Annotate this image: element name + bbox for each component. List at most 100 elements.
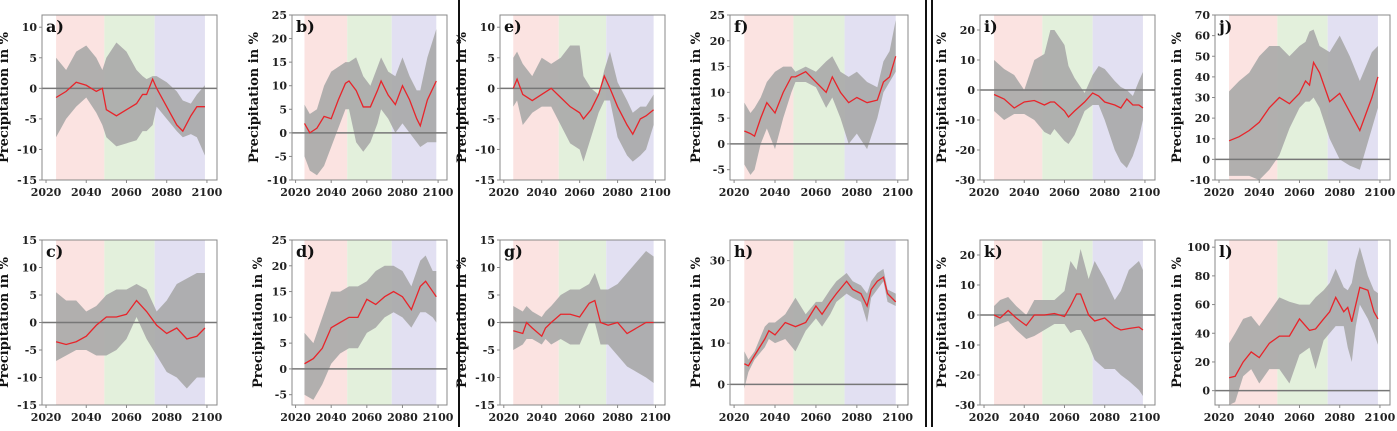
mean-line <box>1228 60 1379 142</box>
group-divider-2b <box>931 0 933 427</box>
y-tick-label: 10 <box>1195 133 1211 146</box>
y-tick-label: 30 <box>1195 92 1211 105</box>
y-tick-label: 100 <box>1187 241 1210 254</box>
x-tick-label: 2100 <box>1130 186 1161 199</box>
x-tick-label: 2060 <box>1284 186 1315 199</box>
x-tick-label: 2060 <box>111 411 142 424</box>
plot-frame <box>1214 239 1391 406</box>
x-tick-label: 2060 <box>801 186 832 199</box>
x-tick-label: 2060 <box>352 411 383 424</box>
x-tick-label: 2040 <box>1009 411 1040 424</box>
y-tick-label: 25 <box>710 9 725 22</box>
panel-label: k) <box>984 242 1003 261</box>
x-tick-label: 2040 <box>316 411 347 424</box>
panel-label: j) <box>1217 17 1232 36</box>
x-tick-label: 2080 <box>1324 186 1355 199</box>
y-tick-label: -30 <box>955 174 975 187</box>
mean-line <box>993 293 1144 331</box>
y-tick-label: 40 <box>1195 327 1211 340</box>
x-tick-label: 2020 <box>280 411 311 424</box>
plot-frame <box>41 14 218 181</box>
y-tick-label: 20 <box>1195 112 1211 125</box>
y-tick-label: -15 <box>475 399 495 412</box>
y-tick-label: -10 <box>475 372 495 385</box>
y-tick-label: -10 <box>955 339 975 352</box>
y-tick-label: 0 <box>487 317 495 330</box>
x-tick-label: 2100 <box>882 411 913 424</box>
x-tick-label: 2100 <box>423 411 454 424</box>
x-tick-label: 2040 <box>316 186 347 199</box>
x-tick-label: 2100 <box>1130 411 1161 424</box>
x-tick-label: 2040 <box>526 411 557 424</box>
x-tick-label: 2020 <box>1204 411 1235 424</box>
y-axis-label: Precipitation in % <box>935 31 950 163</box>
y-tick-label: 60 <box>1195 299 1211 312</box>
x-tick-label: 2060 <box>1049 186 1080 199</box>
mean-line <box>303 79 437 134</box>
y-tick-label: 5 <box>29 289 37 302</box>
y-tick-label: -10 <box>17 372 37 385</box>
uncertainty-band <box>1229 247 1378 405</box>
y-tick-label: 0 <box>487 82 495 95</box>
x-tick-label: 2020 <box>488 186 519 199</box>
y-tick-label: 20 <box>710 296 726 309</box>
y-tick-label: 10 <box>710 337 726 350</box>
y-tick-label: 5 <box>279 337 287 350</box>
y-tick-label: 10 <box>22 21 38 34</box>
y-tick-label: -5 <box>25 344 37 357</box>
y-tick-label: 20 <box>1195 356 1211 369</box>
x-tick-label: 2100 <box>640 411 671 424</box>
y-tick-label: 60 <box>1195 30 1211 43</box>
x-tick-label: 2040 <box>1244 411 1275 424</box>
y-tick-label: 15 <box>22 234 37 247</box>
y-tick-label: 30 <box>710 255 726 268</box>
x-tick-label: 2040 <box>1009 186 1040 199</box>
uncertainty-band <box>994 249 1143 396</box>
y-tick-label: 10 <box>480 21 496 34</box>
y-tick-label: 10 <box>960 279 976 292</box>
x-tick-label: 2020 <box>969 411 1000 424</box>
y-axis-label: Precipitation in % <box>689 256 704 388</box>
x-tick-label: 2020 <box>719 411 750 424</box>
panel-label: b) <box>296 17 315 36</box>
y-tick-label: 0 <box>279 127 287 140</box>
y-tick-label: -10 <box>17 143 37 156</box>
y-tick-label: -30 <box>955 399 975 412</box>
y-tick-label: 0 <box>967 309 975 322</box>
x-tick-label: 2060 <box>111 186 142 199</box>
x-tick-label: 2040 <box>760 186 791 199</box>
y-tick-label: 25 <box>272 234 287 247</box>
uncertainty-band <box>1229 29 1378 180</box>
y-tick-label: -10 <box>955 114 975 127</box>
mean-line <box>513 299 654 338</box>
panel-label: i) <box>984 17 998 36</box>
x-tick-label: 2060 <box>352 186 383 199</box>
panel-label: e) <box>504 17 522 36</box>
y-tick-label: 80 <box>1195 270 1211 283</box>
x-tick-label: 2100 <box>1365 186 1396 199</box>
y-axis-label: Precipitation in % <box>0 256 12 388</box>
y-axis-label: Precipitation in % <box>689 31 704 163</box>
x-tick-label: 2080 <box>842 411 873 424</box>
x-tick-label: 2060 <box>801 411 832 424</box>
y-tick-label: 0 <box>29 317 37 330</box>
x-tick-label: 2020 <box>280 186 311 199</box>
group-divider-2a <box>925 0 927 427</box>
panel-l: 100 80 60 40 20 0 2020 2040 2060 2080 2100 l) Precip… <box>1170 239 1396 424</box>
y-tick-label: -15 <box>475 174 495 187</box>
y-tick-label: 0 <box>717 378 725 391</box>
plot-frame <box>499 14 666 181</box>
y-tick-label: 0 <box>717 138 725 151</box>
x-tick-label: 2080 <box>602 186 633 199</box>
mean-line <box>55 299 206 346</box>
y-tick-label: 10 <box>22 262 38 275</box>
mean-line <box>993 92 1144 119</box>
y-tick-label: 5 <box>29 52 37 65</box>
x-tick-label: 2020 <box>719 186 750 199</box>
